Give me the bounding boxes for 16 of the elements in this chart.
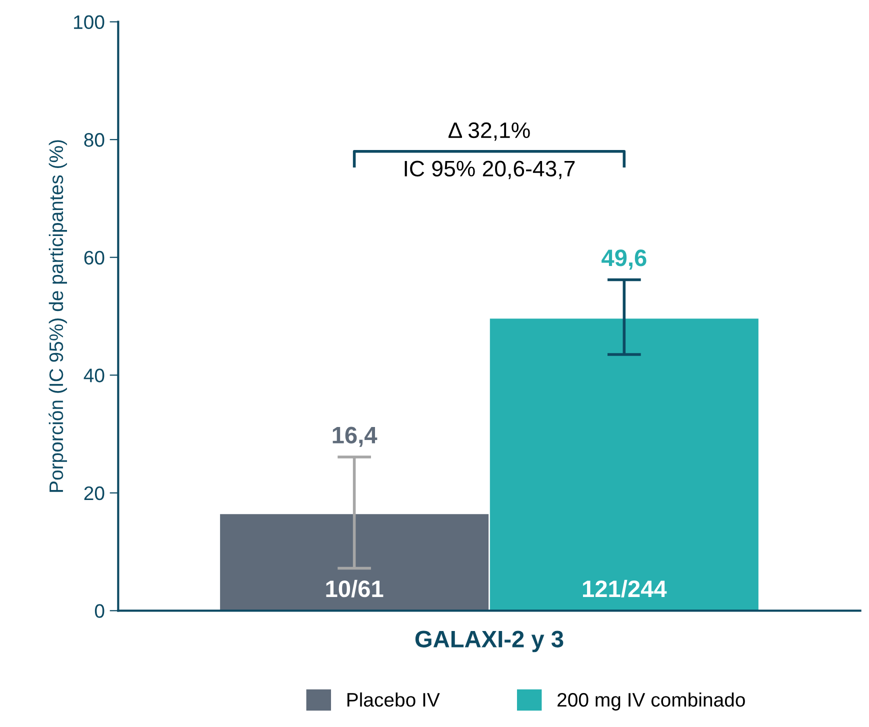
annotation: 10/61 <box>326 580 384 598</box>
annotation: Δ 32,1% <box>448 122 530 141</box>
legend-label: 200 mg IV combinado <box>558 692 745 711</box>
y-tick-label: 60 <box>84 250 104 265</box>
y-tick-label: 100 <box>74 15 104 30</box>
y-axis-title: Porporción (IC 95%) de participantes (%) <box>48 140 67 492</box>
legend-label: Placebo IV <box>347 692 440 707</box>
y-tick-label: 0 <box>94 604 104 618</box>
y-tick-label: 80 <box>84 133 104 147</box>
y-tick-label: 40 <box>84 368 104 382</box>
data-label: 49,6 <box>602 250 646 270</box>
annotation: 121/244 <box>582 580 667 598</box>
x-tick-label: GALAXI-2 y 3 <box>415 630 564 652</box>
y-tick-label: 20 <box>84 486 104 500</box>
annotation: IC 95% 20,6-43,7 <box>404 160 575 180</box>
data-label: 16,4 <box>332 426 378 447</box>
